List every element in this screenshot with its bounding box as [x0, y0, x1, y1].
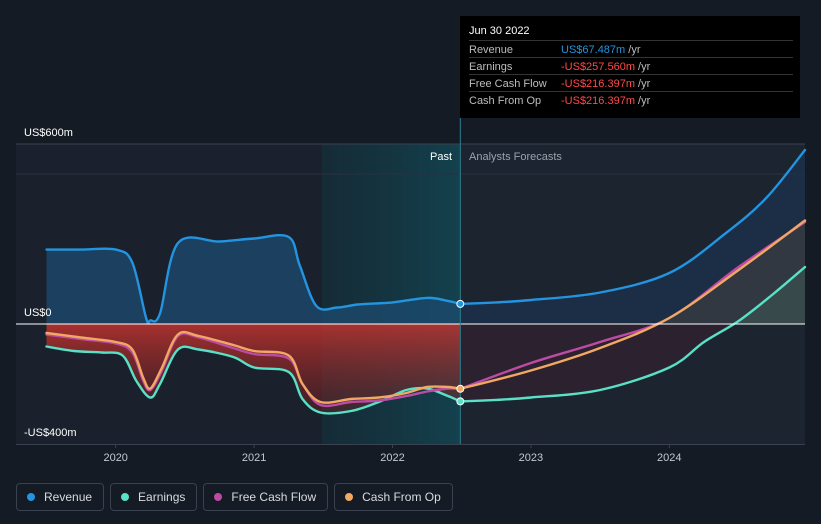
- past-label: Past: [430, 151, 452, 163]
- legend-item-earnings[interactable]: Earnings: [110, 483, 198, 511]
- chart-legend: Revenue Earnings Free Cash Flow Cash Fro…: [16, 483, 453, 513]
- legend-item-free-cash-flow[interactable]: Free Cash Flow: [203, 483, 329, 511]
- cash-from-op-line: [45, 330, 462, 404]
- legend-label: Revenue: [44, 490, 93, 504]
- x-tick-label-2023: 2023: [519, 452, 543, 464]
- tooltip-row-earnings: Earnings -US$257.560m /yr: [469, 57, 793, 75]
- tooltip-value: -US$216.397m /yr: [561, 78, 650, 90]
- earnings-line: [45, 345, 462, 415]
- tooltip-value-number: -US$257.560m: [561, 61, 635, 73]
- y-tick-label-zero: US$0: [24, 307, 52, 319]
- revenue-marker: [456, 299, 465, 308]
- revenue-forecast-line: [459, 148, 807, 306]
- tooltip-row-revenue: Revenue US$67.487m /yr: [469, 40, 793, 58]
- legend-label: Earnings: [138, 490, 186, 504]
- tooltip-row-cash-from-op: Cash From Op -US$216.397m /yr: [469, 91, 793, 109]
- y-tick-label-bottom: -US$400m: [24, 427, 77, 439]
- legend-dot-icon: [345, 493, 354, 501]
- data-tooltip: Jun 30 2022 Revenue US$67.487m /yr Earni…: [460, 16, 800, 118]
- tooltip-value: -US$216.397m /yr: [561, 95, 650, 107]
- tooltip-value: -US$257.560m /yr: [561, 61, 650, 73]
- earnings-marker: [456, 397, 465, 406]
- tooltip-unit: /yr: [635, 61, 651, 73]
- legend-dot-icon: [27, 493, 35, 501]
- tooltip-value-number: -US$216.397m: [561, 78, 635, 90]
- earnings-forecast-area: [460, 324, 805, 402]
- tooltip-unit: /yr: [635, 78, 651, 90]
- legend-label: Cash From Op: [362, 490, 441, 504]
- tooltip-unit: /yr: [625, 44, 641, 56]
- revenue-area: [46, 235, 461, 324]
- forecast-label: Analysts Forecasts: [469, 151, 562, 163]
- legend-label: Free Cash Flow: [231, 490, 317, 504]
- tooltip-label: Earnings: [469, 61, 513, 73]
- x-tick-label-2021: 2021: [242, 452, 266, 464]
- y-tick-label-top: US$600m: [24, 127, 73, 139]
- tooltip-unit: /yr: [635, 95, 651, 107]
- tooltip-value-number: -US$216.397m: [561, 95, 635, 107]
- x-tick-label-2022: 2022: [380, 452, 404, 464]
- cash-from-op-forecast-line: [459, 219, 807, 390]
- tooltip-label: Cash From Op: [469, 95, 542, 107]
- legend-dot-icon: [121, 493, 130, 501]
- revenue-line: [45, 234, 462, 325]
- tooltip-label: Free Cash Flow: [469, 78, 547, 90]
- free-cash-flow-forecast-line: [459, 220, 807, 390]
- x-tick-label-2020: 2020: [103, 452, 127, 464]
- tooltip-date: Jun 30 2022: [469, 25, 530, 37]
- x-tick-label-2024: 2024: [657, 452, 681, 464]
- tooltip-value: US$67.487m /yr: [561, 44, 641, 56]
- tooltip-row-free-cash-flow: Free Cash Flow -US$216.397m /yr: [469, 74, 793, 92]
- free-cash-flow-line: [45, 332, 462, 408]
- tooltip-value-number: US$67.487m: [561, 44, 626, 56]
- legend-item-revenue[interactable]: Revenue: [16, 483, 105, 511]
- earnings-forecast-positive-area: [460, 267, 805, 324]
- tooltip-label: Revenue: [469, 44, 514, 56]
- legend-dot-icon: [214, 493, 223, 501]
- cash-from-op-marker: [456, 384, 465, 393]
- revenue-forecast-area: [460, 150, 805, 324]
- legend-item-cash-from-op[interactable]: Cash From Op: [334, 483, 453, 511]
- earnings-forecast-line: [459, 265, 807, 403]
- cash-from-op-forecast-area: [460, 220, 805, 324]
